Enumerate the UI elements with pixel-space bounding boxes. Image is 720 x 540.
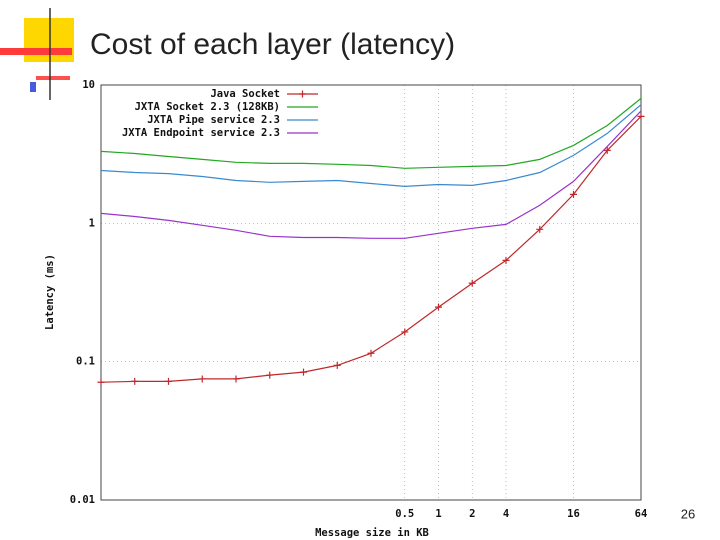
x-tick-label: 4 — [503, 508, 509, 520]
point-marker — [502, 256, 510, 264]
point-marker — [165, 377, 172, 385]
decor-square — [24, 18, 74, 62]
decor-bar — [36, 76, 70, 80]
point-marker — [468, 279, 476, 287]
point-marker — [97, 378, 105, 386]
point-marker — [333, 361, 341, 369]
legend-label: JXTA Endpoint service 2.3 — [122, 127, 280, 139]
point-marker — [570, 190, 577, 198]
point-marker — [198, 375, 206, 383]
point-marker — [603, 146, 611, 154]
series-line — [100, 104, 642, 188]
point-marker — [300, 368, 307, 376]
page-number: 26 — [681, 506, 695, 521]
x-tick-label: 0.5 — [395, 508, 414, 520]
point-marker — [266, 371, 274, 379]
decor-bar — [0, 48, 72, 55]
x-tick-label: 1 — [435, 508, 441, 520]
point-marker — [435, 303, 442, 311]
legend-marker — [299, 90, 306, 98]
point-marker — [401, 328, 409, 336]
x-axis-label: Message size in KB — [315, 527, 429, 539]
slide-title: Cost of each layer (latency) — [90, 28, 455, 61]
x-tick-label: 2 — [469, 508, 475, 520]
point-marker — [232, 375, 240, 383]
legend-label: JXTA Pipe service 2.3 — [147, 114, 280, 126]
series-line — [100, 97, 642, 169]
point-marker — [637, 112, 645, 120]
y-tick-label: 10 — [82, 79, 95, 91]
point-marker — [131, 377, 139, 385]
decor-square — [30, 82, 36, 92]
y-tick-label: 0.1 — [76, 356, 95, 368]
legend-label: JXTA Socket 2.3 (128KB) — [135, 101, 280, 113]
x-tick-label: 64 — [635, 508, 648, 520]
y-axis-label: Latency (ms) — [44, 254, 56, 330]
y-tick-label: 1 — [89, 217, 95, 229]
y-tick-label: 0.01 — [70, 494, 95, 506]
x-tick-label: 16 — [567, 508, 580, 520]
series-line — [100, 110, 642, 239]
plot-frame — [100, 84, 642, 501]
point-marker — [367, 349, 375, 357]
point-marker — [536, 225, 544, 233]
legend-label: Java Socket — [210, 88, 280, 100]
